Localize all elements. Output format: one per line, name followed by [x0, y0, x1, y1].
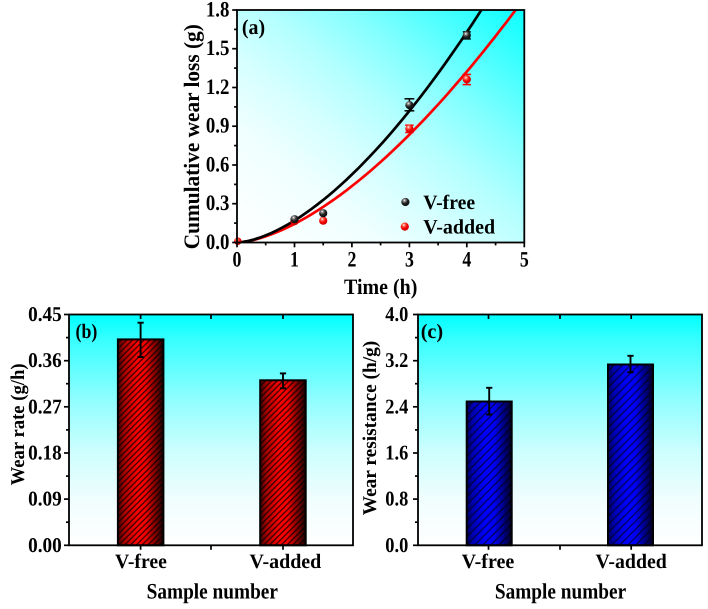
svg-text:(a): (a): [242, 15, 265, 39]
svg-text:V-free: V-free: [115, 551, 167, 573]
svg-text:1.5: 1.5: [206, 35, 230, 60]
svg-text:(c): (c): [421, 321, 444, 343]
svg-text:0.6: 0.6: [206, 152, 230, 177]
svg-text:4.0: 4.0: [385, 302, 408, 326]
svg-text:0.0: 0.0: [206, 229, 230, 254]
svg-text:Sample number: Sample number: [147, 578, 278, 603]
svg-text:(b): (b): [76, 321, 98, 343]
svg-text:0.18: 0.18: [28, 441, 62, 465]
svg-text:2.4: 2.4: [385, 394, 408, 418]
svg-text:1.2: 1.2: [206, 74, 230, 99]
svg-text:Cumulative wear loss (g): Cumulative wear loss (g): [179, 24, 204, 249]
svg-text:V-free: V-free: [462, 551, 515, 573]
svg-text:Wear resistance (h/g): Wear resistance (h/g): [360, 341, 381, 515]
svg-text:1.6: 1.6: [385, 441, 408, 465]
svg-text:V-added: V-added: [250, 551, 322, 573]
svg-text:V-free: V-free: [423, 192, 475, 214]
svg-text:0.36: 0.36: [28, 348, 62, 372]
svg-text:0.9: 0.9: [206, 113, 230, 138]
svg-text:0.8: 0.8: [385, 487, 408, 511]
svg-text:5: 5: [520, 246, 529, 271]
svg-text:2: 2: [347, 246, 356, 271]
svg-text:V-added: V-added: [596, 551, 668, 573]
svg-text:Time (h): Time (h): [344, 274, 417, 299]
svg-text:0.3: 0.3: [206, 190, 230, 215]
svg-text:0.27: 0.27: [28, 394, 62, 418]
svg-text:1: 1: [290, 246, 299, 271]
svg-text:Sample number: Sample number: [495, 578, 626, 603]
svg-text:0: 0: [233, 246, 242, 271]
svg-text:3.2: 3.2: [385, 348, 408, 372]
svg-text:3: 3: [405, 246, 414, 271]
svg-text:0.45: 0.45: [28, 302, 62, 326]
svg-text:0.0: 0.0: [385, 533, 408, 557]
svg-text:0.09: 0.09: [28, 487, 62, 511]
svg-text:V-added: V-added: [423, 217, 495, 239]
svg-text:Wear rate (g/h): Wear rate (g/h): [8, 363, 29, 485]
svg-text:0.00: 0.00: [28, 533, 62, 557]
svg-text:1.8: 1.8: [206, 0, 230, 22]
svg-text:4: 4: [462, 246, 471, 271]
